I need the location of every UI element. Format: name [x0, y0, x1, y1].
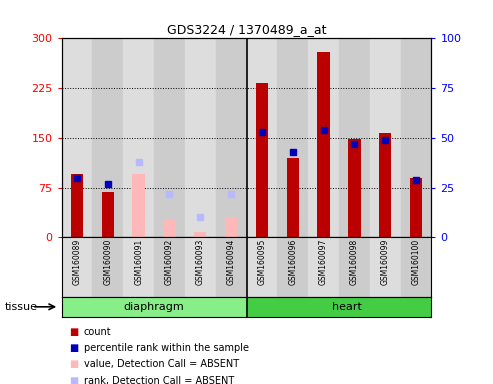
Text: ■: ■	[69, 376, 78, 384]
Text: ■: ■	[69, 359, 78, 369]
Bar	[256, 83, 268, 237]
Bar	[277, 237, 308, 297]
Text: GSM160098: GSM160098	[350, 239, 359, 285]
Bar	[216, 38, 246, 237]
Bar	[348, 139, 360, 237]
Bar	[93, 38, 123, 237]
Text: tissue: tissue	[5, 302, 38, 312]
Bar	[62, 237, 93, 297]
Text: GSM160099: GSM160099	[381, 239, 389, 285]
Bar	[308, 237, 339, 297]
Bar	[62, 297, 246, 317]
Bar	[400, 38, 431, 237]
Bar	[154, 38, 185, 237]
Bar	[246, 297, 431, 317]
Bar	[102, 192, 114, 237]
Bar	[370, 237, 400, 297]
Bar	[71, 174, 83, 237]
Bar	[379, 132, 391, 237]
Bar	[410, 178, 422, 237]
Text: rank, Detection Call = ABSENT: rank, Detection Call = ABSENT	[84, 376, 234, 384]
Bar	[194, 232, 207, 237]
Text: count: count	[84, 327, 111, 337]
Bar	[400, 237, 431, 297]
Text: ■: ■	[69, 327, 78, 337]
Bar	[185, 237, 216, 297]
Text: diaphragm: diaphragm	[124, 302, 184, 312]
Bar	[154, 237, 185, 297]
Bar	[93, 237, 123, 297]
Title: GDS3224 / 1370489_a_at: GDS3224 / 1370489_a_at	[167, 23, 326, 36]
Text: GSM160091: GSM160091	[134, 239, 143, 285]
Bar	[286, 158, 299, 237]
Text: percentile rank within the sample: percentile rank within the sample	[84, 343, 249, 353]
Bar	[123, 237, 154, 297]
Text: GSM160100: GSM160100	[412, 239, 421, 285]
Bar	[133, 174, 145, 237]
Text: GSM160090: GSM160090	[104, 239, 112, 285]
Text: GSM160097: GSM160097	[319, 239, 328, 285]
Text: GSM160094: GSM160094	[227, 239, 236, 285]
Bar	[339, 38, 370, 237]
Bar	[62, 38, 93, 237]
Bar	[246, 237, 277, 297]
Text: GSM160092: GSM160092	[165, 239, 174, 285]
Text: ■: ■	[69, 343, 78, 353]
Bar	[246, 38, 277, 237]
Text: heart: heart	[332, 302, 361, 312]
Bar	[216, 237, 246, 297]
Text: GSM160089: GSM160089	[72, 239, 81, 285]
Text: value, Detection Call = ABSENT: value, Detection Call = ABSENT	[84, 359, 239, 369]
Text: GSM160095: GSM160095	[257, 239, 266, 285]
Bar	[308, 38, 339, 237]
Text: GSM160093: GSM160093	[196, 239, 205, 285]
Bar	[277, 38, 308, 237]
Bar	[185, 38, 216, 237]
Bar	[370, 38, 400, 237]
Bar	[225, 217, 237, 237]
Text: GSM160096: GSM160096	[288, 239, 297, 285]
Bar	[317, 52, 330, 237]
Bar	[339, 237, 370, 297]
Bar	[163, 219, 176, 237]
Bar	[123, 38, 154, 237]
